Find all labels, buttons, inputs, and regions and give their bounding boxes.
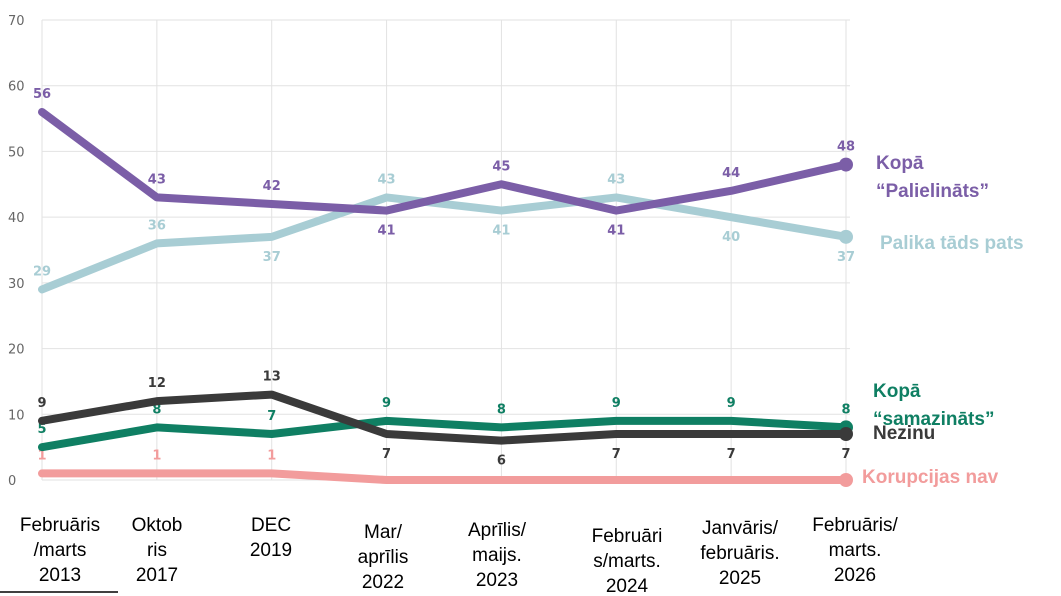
data-label: 29 — [33, 264, 51, 279]
y-tick-label: 70 — [8, 14, 25, 29]
data-label: 8 — [497, 402, 506, 417]
data-label: 56 — [33, 87, 51, 102]
legend-label: Korupcijas nav — [862, 467, 999, 488]
data-label: 9 — [382, 396, 391, 411]
data-label: 43 — [148, 172, 166, 187]
data-label: 8 — [841, 402, 850, 417]
x-tick-label: Mar/ aprīlis 2022 — [357, 522, 409, 593]
x-tick-label: Janvāris/ februāris. 2025 — [700, 518, 780, 589]
end-marker — [839, 229, 853, 244]
x-tick-label: Februāris /marts 2013 — [19, 515, 101, 586]
data-label: 7 — [267, 409, 276, 424]
data-label: 13 — [263, 370, 281, 385]
series-line — [38, 416, 850, 452]
end-marker — [839, 157, 853, 172]
y-tick-label: 50 — [8, 145, 25, 160]
data-label: 36 — [148, 218, 166, 233]
x-tick-label: DEC 2019 — [249, 515, 293, 561]
data-label: 37 — [263, 250, 281, 265]
end-marker — [839, 473, 853, 487]
data-label: 7 — [727, 447, 736, 462]
data-label: 9 — [612, 396, 621, 411]
data-label: 48 — [837, 140, 855, 155]
data-label: 7 — [612, 447, 621, 462]
x-tick-label: Oktob ris 2017 — [131, 515, 183, 586]
data-label: 12 — [148, 376, 166, 391]
series-line — [38, 390, 850, 445]
data-label: 43 — [607, 172, 625, 187]
end-marker — [839, 427, 853, 441]
legend-label: Kopā “Palielināts” — [876, 153, 989, 202]
data-label: 44 — [722, 166, 740, 181]
series-line — [38, 469, 850, 484]
y-tick-label: 0 — [8, 474, 16, 489]
y-tick-label: 40 — [8, 211, 25, 226]
series-line — [38, 108, 850, 215]
data-label: 9 — [727, 396, 736, 411]
data-label: 43 — [378, 172, 396, 187]
legend-label: Palika tāds pats — [880, 233, 1024, 254]
legend-label: Nezinu — [873, 423, 936, 444]
data-label: 6 — [497, 454, 506, 469]
data-label: 1 — [37, 448, 46, 463]
series-line — [38, 193, 850, 294]
y-tick-label: 10 — [8, 408, 25, 423]
x-tick-label: Aprīlis/ maijs. 2023 — [467, 520, 527, 591]
x-tick-label: Februāris/ marts. 2026 — [812, 515, 898, 586]
data-label: 40 — [722, 230, 740, 245]
data-label: 1 — [152, 448, 161, 463]
data-label: 41 — [492, 224, 510, 239]
data-label: 7 — [841, 447, 850, 462]
data-label: 41 — [607, 224, 625, 239]
data-label: 41 — [378, 224, 396, 239]
data-label: 5 — [37, 422, 46, 437]
y-tick-label: 20 — [8, 343, 25, 358]
data-label: 9 — [37, 396, 46, 411]
data-label: 45 — [492, 159, 510, 174]
data-label: 42 — [263, 179, 281, 194]
data-label: 8 — [152, 402, 161, 417]
data-label: 1 — [267, 448, 276, 463]
data-label: 37 — [837, 250, 855, 265]
x-tick-label: Februāri s/marts. 2024 — [591, 526, 663, 596]
legend-label: Kopā “samazināts” — [873, 381, 995, 430]
y-tick-label: 30 — [8, 277, 25, 292]
data-label: 7 — [382, 447, 391, 462]
y-tick-label: 60 — [8, 80, 25, 95]
